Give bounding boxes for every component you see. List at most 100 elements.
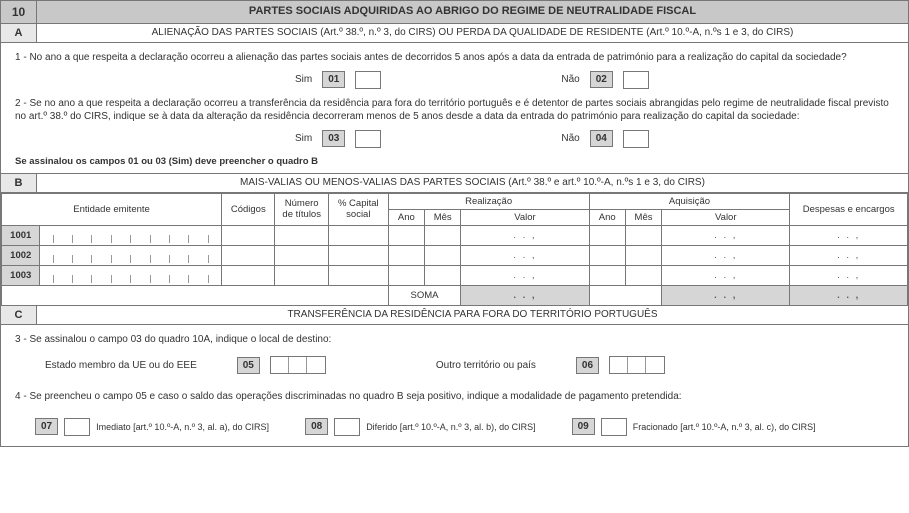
capital-cell[interactable]: [328, 265, 388, 285]
despesas-cell[interactable]: . . ,: [790, 225, 908, 245]
question-3-text: 3 - Se assinalou o campo 03 do quadro 10…: [15, 333, 894, 347]
th-aq-mes: Mês: [625, 209, 661, 225]
form-container: 10 PARTES SOCIAIS ADQUIRIDAS AO ABRIGO D…: [0, 0, 909, 447]
real-valor[interactable]: . . ,: [461, 245, 589, 265]
soma-despesas: . . ,: [790, 285, 908, 305]
input-04[interactable]: [623, 130, 649, 148]
th-aq-valor: Valor: [662, 209, 790, 225]
code-09: 09: [572, 418, 595, 435]
aq-valor[interactable]: . . ,: [662, 225, 790, 245]
code-04: 04: [590, 130, 613, 147]
question-2-text: 2 - Se no ano a que respeita a declaraçã…: [15, 97, 894, 124]
section-10-number: 10: [1, 1, 37, 23]
q1-nao-label: Não: [561, 74, 579, 85]
code-07: 07: [35, 418, 58, 435]
soma-real-valor: . . ,: [461, 285, 589, 305]
th-real-valor: Valor: [461, 209, 589, 225]
real-valor[interactable]: . . ,: [461, 225, 589, 245]
section-a-title: ALIENAÇÃO DAS PARTES SOCIAIS (Art.º 38.º…: [37, 24, 908, 42]
aq-valor[interactable]: . . ,: [662, 265, 790, 285]
aq-mes[interactable]: [625, 245, 661, 265]
section-c-header: C TRANSFERÊNCIA DA RESIDÊNCIA PARA FORA …: [1, 306, 908, 325]
entity-input[interactable]: [40, 245, 222, 265]
input-07[interactable]: [64, 418, 90, 436]
capital-cell[interactable]: [328, 225, 388, 245]
input-08[interactable]: [334, 418, 360, 436]
input-05[interactable]: [270, 356, 326, 374]
row-code-1002: 1002: [2, 245, 40, 265]
real-mes[interactable]: [425, 245, 461, 265]
question-4-text: 4 - Se preencheu o campo 05 e caso o sal…: [15, 390, 894, 404]
estado-label: Estado membro da UE ou do EEE: [45, 360, 197, 371]
despesas-cell[interactable]: . . ,: [790, 265, 908, 285]
code-02: 02: [590, 71, 613, 88]
opt-08-label: Diferido [art.º 10.º-A, n.º 3, al. b), d…: [366, 422, 535, 432]
section-a-letter: A: [1, 24, 37, 42]
real-valor[interactable]: . . ,: [461, 265, 589, 285]
soma-aq-valor: . . ,: [662, 285, 790, 305]
question-1-options: Sim 01 Não 02: [15, 71, 894, 89]
outro-label: Outro território ou país: [436, 360, 536, 371]
th-aquisicao: Aquisição: [589, 193, 790, 209]
despesas-cell[interactable]: . . ,: [790, 245, 908, 265]
input-02[interactable]: [623, 71, 649, 89]
aq-ano[interactable]: [589, 265, 625, 285]
numero-cell[interactable]: [275, 245, 328, 265]
capital-cell[interactable]: [328, 245, 388, 265]
code-01: 01: [322, 71, 345, 88]
row-code-1003: 1003: [2, 265, 40, 285]
input-06[interactable]: [609, 356, 665, 374]
code-03: 03: [322, 130, 345, 147]
table-row: 1003. . ,. . ,. . ,: [2, 265, 908, 285]
q2-nao-label: Não: [561, 133, 579, 144]
section-b-header: B MAIS-VALIAS OU MENOS-VALIAS DAS PARTES…: [1, 174, 908, 193]
question-1-text: 1 - No ano a que respeita a declaração o…: [15, 51, 894, 65]
soma-label: SOMA: [388, 285, 461, 305]
opt-07-label: Imediato [art.º 10.º-A, n.º 3, al. a), d…: [96, 422, 269, 432]
input-03[interactable]: [355, 130, 381, 148]
th-realizacao: Realização: [388, 193, 589, 209]
table-b: Entidade emitente Códigos Número de títu…: [1, 193, 908, 306]
th-despesas: Despesas e encargos: [790, 193, 908, 225]
entity-input[interactable]: [40, 265, 222, 285]
th-codigos: Códigos: [222, 193, 275, 225]
numero-cell[interactable]: [275, 225, 328, 245]
section-b-letter: B: [1, 174, 37, 192]
section-a-header: A ALIENAÇÃO DAS PARTES SOCIAIS (Art.º 38…: [1, 24, 908, 43]
th-aq-ano: Ano: [589, 209, 625, 225]
section-a-content: 1 - No ano a que respeita a declaração o…: [1, 43, 908, 174]
th-real-ano: Ano: [388, 209, 424, 225]
real-mes[interactable]: [425, 265, 461, 285]
row-code-1001: 1001: [2, 225, 40, 245]
aq-valor[interactable]: . . ,: [662, 245, 790, 265]
soma-row: SOMA . . , . . , . . ,: [2, 285, 908, 305]
section-10-header: 10 PARTES SOCIAIS ADQUIRIDAS AO ABRIGO D…: [1, 1, 908, 24]
real-ano[interactable]: [388, 225, 424, 245]
section-a-note: Se assinalou os campos 01 ou 03 (Sim) de…: [15, 156, 894, 167]
codigos-cell[interactable]: [222, 225, 275, 245]
real-ano[interactable]: [388, 265, 424, 285]
codigos-cell[interactable]: [222, 265, 275, 285]
th-entidade: Entidade emitente: [2, 193, 222, 225]
code-05: 05: [237, 357, 260, 374]
input-01[interactable]: [355, 71, 381, 89]
question-3-options: Estado membro da UE ou do EEE 05 Outro t…: [15, 356, 894, 374]
input-09[interactable]: [601, 418, 627, 436]
aq-ano[interactable]: [589, 225, 625, 245]
aq-mes[interactable]: [625, 265, 661, 285]
real-ano[interactable]: [388, 245, 424, 265]
numero-cell[interactable]: [275, 265, 328, 285]
real-mes[interactable]: [425, 225, 461, 245]
entity-input[interactable]: [40, 225, 222, 245]
question-2-options: Sim 03 Não 04: [15, 130, 894, 148]
aq-mes[interactable]: [625, 225, 661, 245]
table-row: 1001. . ,. . ,. . ,: [2, 225, 908, 245]
section-b-title: MAIS-VALIAS OU MENOS-VALIAS DAS PARTES S…: [37, 174, 908, 192]
code-08: 08: [305, 418, 328, 435]
question-4-options: 07 Imediato [art.º 10.º-A, n.º 3, al. a)…: [15, 418, 894, 436]
aq-ano[interactable]: [589, 245, 625, 265]
opt-09-label: Fracionado [art.º 10.º-A, n.º 3, al. c),…: [633, 422, 816, 432]
codigos-cell[interactable]: [222, 245, 275, 265]
th-capital: % Capital social: [328, 193, 388, 225]
th-real-mes: Mês: [425, 209, 461, 225]
